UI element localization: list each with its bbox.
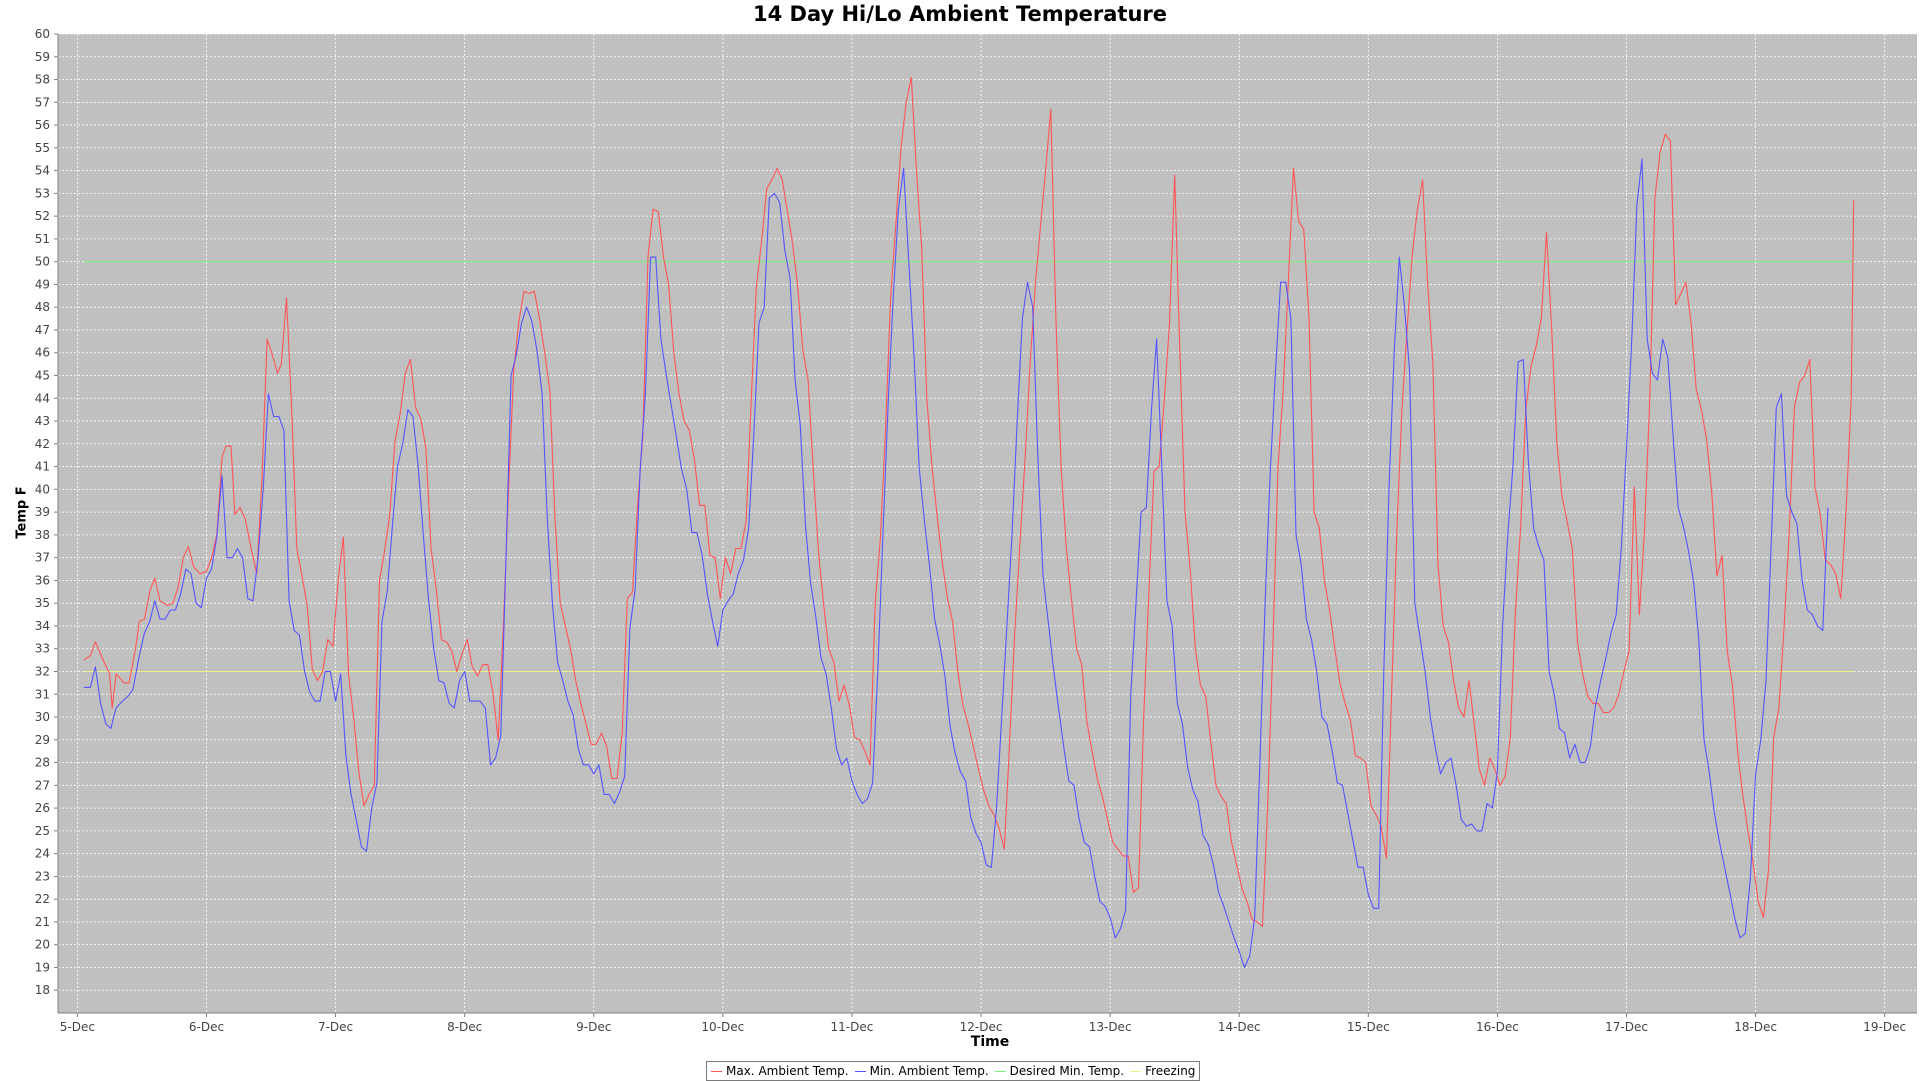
chart-title: 14 Day Hi/Lo Ambient Temperature	[752, 2, 1167, 26]
y-tick-label: 49	[35, 277, 50, 291]
y-tick-label: 18	[35, 983, 50, 997]
y-tick-label: 22	[35, 892, 50, 906]
y-tick-label: 57	[35, 95, 50, 109]
y-tick-label: 21	[35, 915, 50, 929]
y-tick-label: 32	[35, 664, 50, 678]
y-tick-label: 20	[35, 938, 50, 952]
y-tick-label: 45	[35, 369, 50, 383]
x-tick-label: 6-Dec	[189, 1020, 224, 1034]
x-tick-label: 10-Dec	[701, 1020, 744, 1034]
y-tick-label: 25	[35, 824, 50, 838]
legend-label-freezing: Freezing	[1145, 1064, 1196, 1078]
x-tick-label: 5-Dec	[60, 1020, 95, 1034]
y-tick-label: 36	[35, 573, 50, 587]
legend-swatch-desired	[994, 1070, 1006, 1072]
legend-item-freezing: Freezing	[1130, 1064, 1195, 1078]
y-tick-label: 37	[35, 551, 50, 565]
max-temp-line	[83, 76, 1855, 928]
x-tick-label: 9-Dec	[576, 1020, 611, 1034]
legend-label-max: Max. Ambient Temp.	[726, 1064, 849, 1078]
y-axis-ticks: 18 19 20 21 22 23 24 25 26 27 28 29 30 31 32 33 34 35 36 37…	[35, 27, 58, 997]
legend-item-desired: Desired Min. Temp.	[994, 1064, 1125, 1078]
y-tick-label: 40	[35, 482, 50, 496]
x-tick-label: 7-Dec	[318, 1020, 353, 1034]
x-tick-label: 19-Dec	[1863, 1020, 1906, 1034]
legend-swatch-freezing	[1130, 1070, 1142, 1072]
x-axis-label: Time	[970, 1034, 1010, 1050]
y-tick-label: 55	[35, 141, 50, 155]
legend-label-min: Min. Ambient Temp.	[869, 1064, 989, 1078]
y-tick-label: 30	[35, 710, 50, 724]
y-tick-label: 56	[35, 118, 50, 132]
y-tick-label: 54	[35, 164, 50, 178]
y-tick-label: 52	[35, 209, 50, 223]
x-axis-ticks: 5-Dec 6-Dec 7-Dec 8-Dec 9-Dec 10-Dec 11-Dec 12-…	[60, 1013, 1906, 1034]
legend-swatch-min	[854, 1070, 866, 1072]
x-tick-label: 14-Dec	[1218, 1020, 1261, 1034]
y-tick-label: 42	[35, 437, 50, 451]
x-tick-label: 18-Dec	[1734, 1020, 1777, 1034]
y-tick-label: 39	[35, 505, 50, 519]
y-tick-label: 28	[35, 756, 50, 770]
y-tick-label: 58	[35, 73, 50, 87]
series-lines	[83, 76, 1855, 969]
y-tick-label: 29	[35, 733, 50, 747]
plot-area	[58, 34, 1917, 1013]
y-tick-label: 47	[35, 323, 50, 337]
legend: Max. Ambient Temp. Min. Ambient Temp. De…	[706, 1061, 1201, 1081]
y-tick-label: 46	[35, 346, 50, 360]
y-tick-label: 24	[35, 847, 50, 861]
y-tick-label: 50	[35, 255, 50, 269]
y-tick-label: 51	[35, 232, 50, 246]
y-tick-label: 60	[35, 27, 50, 41]
y-tick-label: 38	[35, 528, 50, 542]
y-tick-label: 41	[35, 460, 50, 474]
x-tick-label: 11-Dec	[831, 1020, 874, 1034]
y-tick-label: 27	[35, 778, 50, 792]
y-tick-label: 34	[35, 619, 50, 633]
x-tick-label: 12-Dec	[960, 1020, 1003, 1034]
min-temp-line	[83, 158, 1829, 969]
y-tick-label: 59	[35, 50, 50, 64]
y-tick-label: 31	[35, 687, 50, 701]
y-tick-label: 53	[35, 186, 50, 200]
y-tick-label: 35	[35, 596, 50, 610]
y-tick-label: 33	[35, 642, 50, 656]
x-tick-label: 17-Dec	[1605, 1020, 1648, 1034]
y-tick-label: 44	[35, 391, 50, 405]
y-tick-label: 48	[35, 300, 50, 314]
x-tick-label: 16-Dec	[1476, 1020, 1519, 1034]
y-tick-label: 23	[35, 869, 50, 883]
x-tick-label: 13-Dec	[1089, 1020, 1132, 1034]
legend-swatch-max	[711, 1070, 722, 1072]
legend-item-min: Min. Ambient Temp.	[854, 1064, 989, 1078]
x-tick-label: 15-Dec	[1347, 1020, 1390, 1034]
x-tick-label: 8-Dec	[447, 1020, 482, 1034]
y-tick-label: 19	[35, 960, 50, 974]
reference-lines	[83, 261, 1854, 673]
legend-label-desired: Desired Min. Temp.	[1009, 1064, 1125, 1078]
legend-item-max: Max. Ambient Temp.	[711, 1064, 849, 1078]
y-tick-label: 26	[35, 801, 50, 815]
y-tick-label: 43	[35, 414, 50, 428]
